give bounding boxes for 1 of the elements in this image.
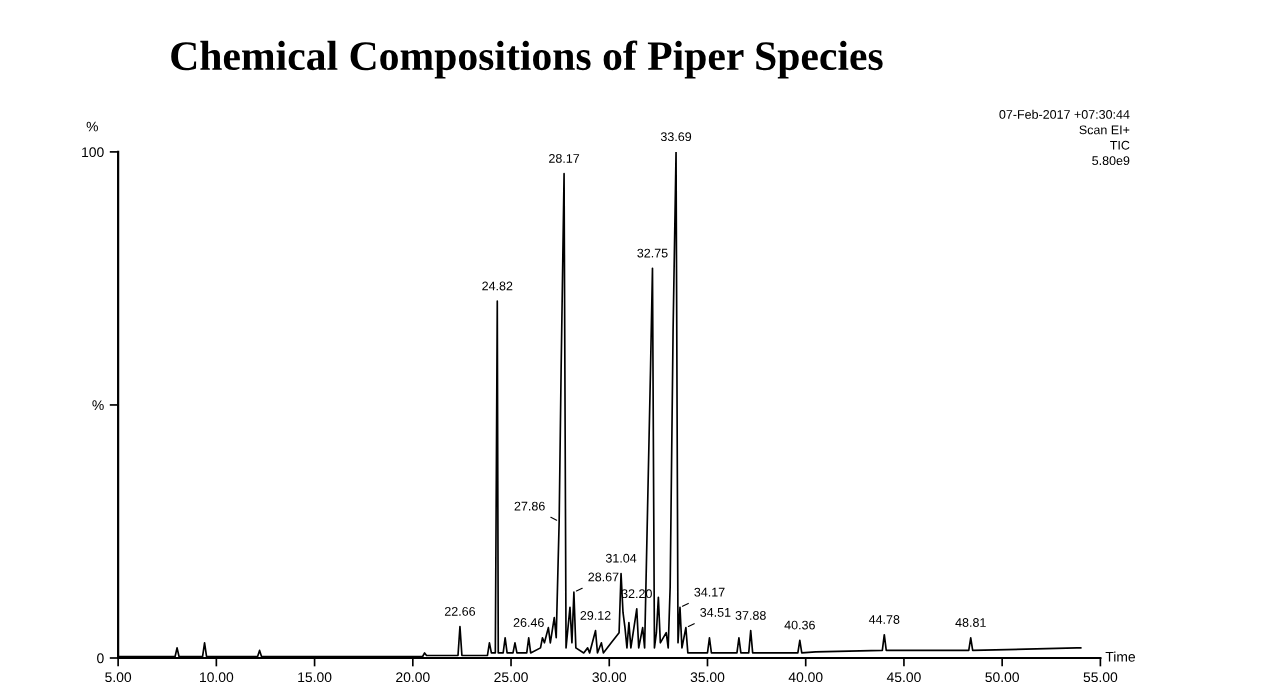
chart-title: Chemical Compositions of Piper Species <box>171 40 883 79</box>
